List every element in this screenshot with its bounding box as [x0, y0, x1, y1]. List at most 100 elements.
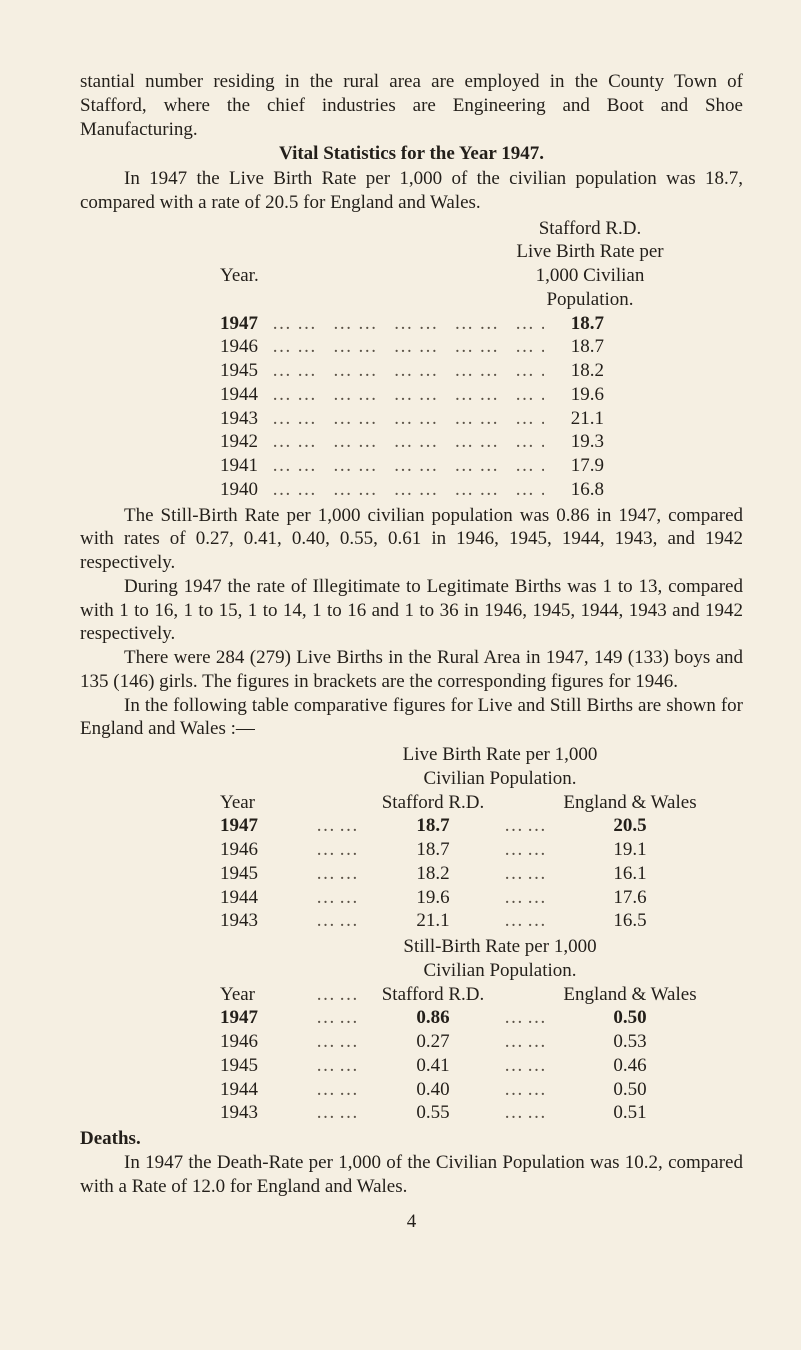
leader-dots: …… — [502, 814, 550, 838]
mid-cell: 0.41 — [364, 1054, 502, 1078]
mid-cell: 0.55 — [364, 1101, 502, 1125]
leader-dots: …… — [316, 1054, 364, 1078]
mid-cell: 0.27 — [364, 1030, 502, 1054]
table-row: 1947……18.7……20.5 — [220, 814, 743, 838]
right-cell: 17.6 — [550, 886, 710, 910]
right-cell: 0.50 — [550, 1006, 710, 1030]
mid-cell: 18.7 — [364, 838, 502, 862]
year-cell: 1947 — [220, 814, 272, 838]
t2b-title2: Civilian Population. — [310, 959, 690, 983]
right-cell: 16.5 — [550, 909, 710, 933]
right-cell: 16.1 — [550, 862, 710, 886]
leader-dots: …… — [502, 909, 550, 933]
year-cell: 1941 — [220, 454, 272, 478]
value-cell: 19.3 — [544, 430, 604, 454]
year-cell: 1946 — [220, 335, 272, 359]
leader-dots: …… …… …… …… …… — [272, 407, 544, 431]
leader-dots: …… — [502, 1006, 550, 1030]
leader-dots: …… — [502, 1030, 550, 1054]
table-row: 1943…… …… …… …… ……21.1 — [220, 407, 743, 431]
leader-dots: …… …… …… …… …… — [272, 359, 544, 383]
table-row: 1942…… …… …… …… ……19.3 — [220, 430, 743, 454]
vital-stats-heading: Vital Statistics for the Year 1947. — [80, 142, 743, 166]
mid-cell: 21.1 — [364, 909, 502, 933]
deaths-p: In 1947 the Death-Rate per 1,000 of the … — [80, 1151, 743, 1199]
leader-dots: …… — [316, 886, 364, 910]
table-live-birth-compare: Live Birth Rate per 1,000 Civilian Popul… — [220, 743, 743, 1125]
table-row: 1944……19.6……17.6 — [220, 886, 743, 910]
mid-cell: 19.6 — [364, 886, 502, 910]
year-cell: 1946 — [220, 1030, 272, 1054]
table-row: 1943……21.1……16.5 — [220, 909, 743, 933]
leader-dots: …… — [316, 1078, 364, 1102]
year-cell: 1944 — [220, 383, 272, 407]
value-cell: 18.7 — [544, 312, 604, 336]
table-row: 1941…… …… …… …… ……17.9 — [220, 454, 743, 478]
t1-year-header: Year. — [220, 264, 480, 288]
table-row: 1945…… …… …… …… ……18.2 — [220, 359, 743, 383]
year-cell: 1944 — [220, 886, 272, 910]
table-row: 1944……0.40……0.50 — [220, 1078, 743, 1102]
value-cell: 18.7 — [544, 335, 604, 359]
t2a-col-mid: Stafford R.D. — [364, 791, 502, 815]
t1-hdr-2: Live Birth Rate per — [480, 240, 700, 264]
value-cell: 18.2 — [544, 359, 604, 383]
table-row: 1943……0.55……0.51 — [220, 1101, 743, 1125]
leader-dots: …… — [316, 1006, 364, 1030]
year-cell: 1947 — [220, 1006, 272, 1030]
t2a-col-year: Year — [220, 791, 272, 815]
year-cell: 1947 — [220, 312, 272, 336]
t2b-col-right: England & Wales — [550, 983, 710, 1007]
mid-p1: The Still-Birth Rate per 1,000 civilian … — [80, 504, 743, 575]
table-row: 1940…… …… …… …… ……16.8 — [220, 478, 743, 502]
leader-dots: …… — [316, 983, 364, 1007]
intro-p1: stantial number residing in the rural ar… — [80, 70, 743, 141]
leader-dots: …… — [502, 1054, 550, 1078]
t1-hdr-4: Population. — [480, 288, 700, 312]
t2b-col-mid: Stafford R.D. — [364, 983, 502, 1007]
value-cell: 17.9 — [544, 454, 604, 478]
leader-dots: …… …… …… …… …… — [272, 335, 544, 359]
table-row: 1947…… …… …… …… ……18.7 — [220, 312, 743, 336]
right-cell: 19.1 — [550, 838, 710, 862]
right-cell: 0.50 — [550, 1078, 710, 1102]
leader-dots: …… …… …… …… …… — [272, 312, 544, 336]
year-cell: 1945 — [220, 1054, 272, 1078]
t2a-title2: Civilian Population. — [310, 767, 690, 791]
mid-p4: In the following table comparative figur… — [80, 694, 743, 742]
t2b-title1: Still-Birth Rate per 1,000 — [310, 935, 690, 959]
leader-dots: …… — [316, 838, 364, 862]
year-cell: 1945 — [220, 862, 272, 886]
year-cell: 1946 — [220, 838, 272, 862]
deaths-heading: Deaths. — [80, 1127, 743, 1151]
leader-dots: …… — [502, 862, 550, 886]
leader-dots: …… — [316, 909, 364, 933]
value-cell: 16.8 — [544, 478, 604, 502]
table-row: 1945……18.2……16.1 — [220, 862, 743, 886]
right-cell: 20.5 — [550, 814, 710, 838]
leader-dots: …… …… …… …… …… — [272, 383, 544, 407]
leader-dots: …… — [316, 1030, 364, 1054]
mid-cell: 18.7 — [364, 814, 502, 838]
table-row: 1946……0.27……0.53 — [220, 1030, 743, 1054]
right-cell: 0.51 — [550, 1101, 710, 1125]
t2b-col-year: Year — [220, 983, 272, 1007]
t1-hdr-3: 1,000 Civilian — [480, 264, 700, 288]
right-cell: 0.53 — [550, 1030, 710, 1054]
t1-hdr-1: Stafford R.D. — [480, 217, 700, 241]
leader-dots: …… — [502, 838, 550, 862]
value-cell: 19.6 — [544, 383, 604, 407]
year-cell: 1944 — [220, 1078, 272, 1102]
leader-dots: …… …… …… …… …… — [272, 430, 544, 454]
leader-dots: …… — [502, 1101, 550, 1125]
table-row: 1946…… …… …… …… ……18.7 — [220, 335, 743, 359]
year-cell: 1942 — [220, 430, 272, 454]
mid-cell: 0.40 — [364, 1078, 502, 1102]
t2a-col-right: England & Wales — [550, 791, 710, 815]
leader-dots: …… — [316, 862, 364, 886]
table-row: 1946……18.7……19.1 — [220, 838, 743, 862]
year-cell: 1945 — [220, 359, 272, 383]
leader-dots: …… — [502, 886, 550, 910]
mid-p2: During 1947 the rate of Illegitimate to … — [80, 575, 743, 646]
leader-dots: …… — [316, 814, 364, 838]
